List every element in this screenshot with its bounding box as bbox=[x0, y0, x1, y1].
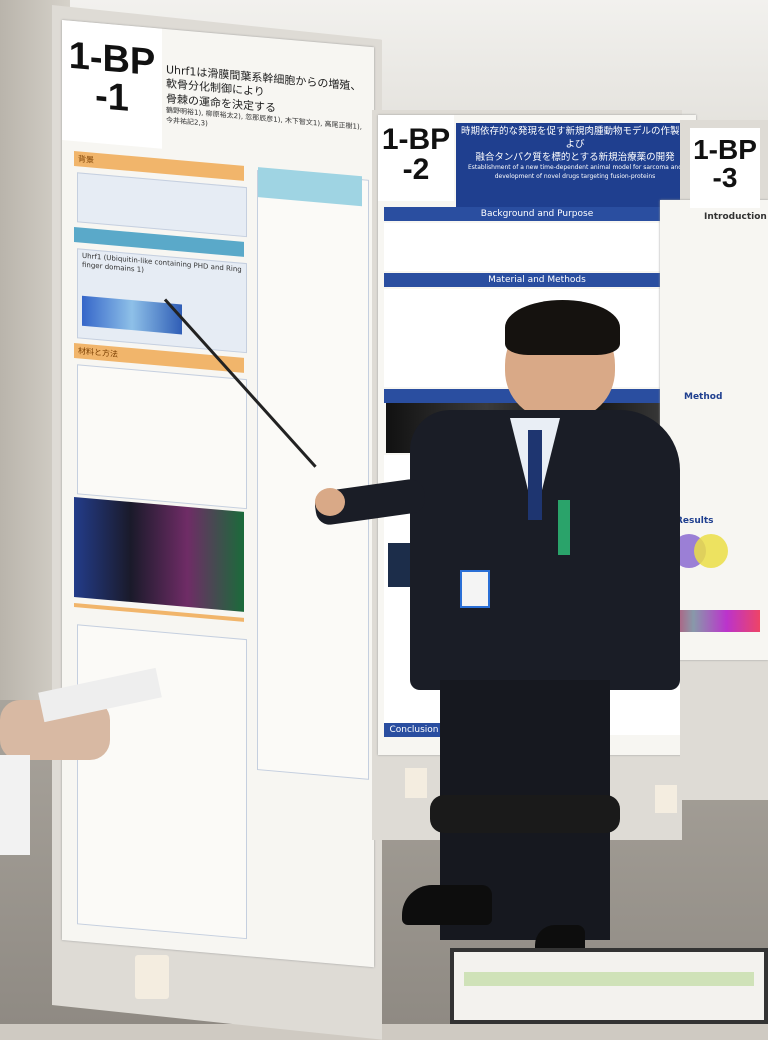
section-header: Method bbox=[684, 392, 723, 402]
title-en-line: Establishment of a new time-dependent an… bbox=[467, 164, 683, 172]
venn-circle bbox=[694, 534, 728, 568]
section-header: Conclusion bbox=[384, 723, 444, 737]
laptop-screen bbox=[450, 948, 768, 1024]
paper-cup bbox=[135, 955, 169, 999]
paper-cup bbox=[405, 768, 427, 798]
heatmap-figure bbox=[660, 610, 760, 632]
number-line: -3 bbox=[712, 162, 738, 193]
poster-number-1: 1-BP -1 bbox=[62, 20, 162, 149]
title-en-line: development of novel drugs targeting fus… bbox=[494, 172, 656, 180]
poster-number-2: 1-BP -2 bbox=[378, 115, 454, 201]
name-badge bbox=[460, 570, 490, 608]
section-header: Material and Methods bbox=[384, 273, 690, 287]
paper-cup bbox=[655, 785, 677, 813]
section-header: Introduction bbox=[704, 212, 767, 222]
poster-tube bbox=[430, 795, 620, 833]
hair bbox=[505, 300, 620, 355]
title-line: 時期依存的な発現を促す新規肉腫動物モデルの作製および bbox=[460, 126, 689, 150]
figure-block: Uhrf1 (Ubiquitin-like containing PHD and… bbox=[77, 248, 247, 354]
left-shoe bbox=[402, 885, 492, 925]
presenter bbox=[300, 300, 700, 960]
section-header: Background and Purpose bbox=[384, 207, 690, 221]
title-line: 融合タンパク質を標的とする新規治療薬の開発 bbox=[475, 151, 675, 163]
number-line: 1-BP bbox=[381, 123, 451, 156]
poster-header: 時期依存的な発現を促す新規肉腫動物モデルの作製および 融合タンパク質を標的とする… bbox=[456, 123, 694, 211]
hand bbox=[315, 488, 345, 516]
figure-block bbox=[77, 364, 247, 510]
text-block bbox=[77, 172, 247, 238]
visitor-sleeve bbox=[0, 755, 30, 855]
text-block bbox=[384, 223, 690, 271]
section-header: Results bbox=[676, 516, 714, 526]
microscopy-figure bbox=[74, 497, 244, 612]
necktie bbox=[528, 430, 542, 520]
number-line: -2 bbox=[402, 153, 430, 186]
form-field bbox=[464, 972, 754, 986]
ribbon-badge bbox=[558, 500, 570, 555]
poster-number-3: 1-BP -3 bbox=[690, 128, 760, 208]
figure-block bbox=[77, 624, 247, 940]
number-line: 1-BP bbox=[693, 134, 757, 165]
